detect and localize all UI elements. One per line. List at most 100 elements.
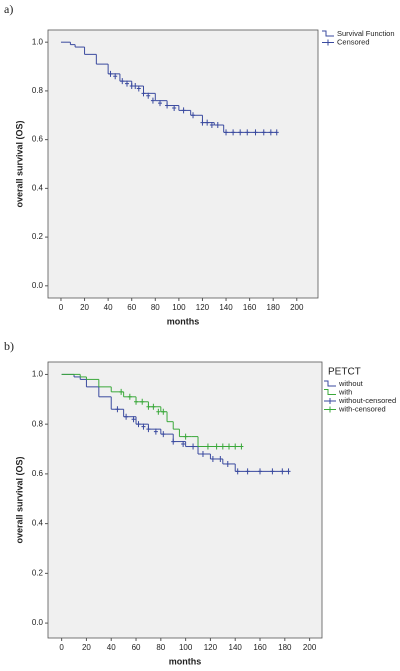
x-tick-label: 40 bbox=[107, 643, 116, 652]
legend-swatch bbox=[324, 389, 336, 395]
censor-mark bbox=[113, 73, 118, 80]
legend-label: without bbox=[338, 379, 364, 388]
x-tick-label: 200 bbox=[290, 303, 304, 312]
censor-mark bbox=[183, 433, 188, 440]
y-tick-label: 0.4 bbox=[32, 519, 44, 528]
censor-mark bbox=[181, 107, 186, 114]
y-tick-label: 0.4 bbox=[32, 183, 44, 192]
x-tick-label: 200 bbox=[303, 643, 317, 652]
y-tick-label: 0.0 bbox=[32, 281, 44, 290]
legend-label: without-censored bbox=[338, 396, 396, 405]
censor-mark bbox=[200, 451, 205, 457]
legend-swatch bbox=[324, 398, 336, 404]
plot-area bbox=[47, 29, 319, 299]
x-tick-label: 180 bbox=[267, 303, 281, 312]
censor-mark bbox=[224, 129, 229, 136]
x-tick-label: 0 bbox=[59, 303, 64, 312]
censor-mark bbox=[129, 83, 134, 90]
censor-mark bbox=[210, 455, 215, 462]
plot-area bbox=[47, 361, 323, 639]
censor-mark bbox=[108, 70, 113, 77]
legend-title: PETCT bbox=[328, 367, 361, 378]
censor-mark bbox=[274, 129, 279, 136]
panel-label: a) bbox=[4, 2, 13, 16]
legend-swatch bbox=[324, 380, 336, 387]
censor-mark bbox=[161, 408, 166, 415]
censor-mark bbox=[253, 129, 258, 136]
censor-mark bbox=[141, 423, 146, 430]
censor-mark bbox=[146, 403, 151, 410]
y-tick-label: 1.0 bbox=[32, 37, 44, 46]
censor-mark bbox=[270, 468, 275, 475]
censor-mark bbox=[261, 129, 266, 136]
censor-mark bbox=[136, 85, 141, 92]
censor-mark bbox=[205, 443, 210, 450]
censor-mark bbox=[151, 403, 156, 410]
y-tick-label: 0.6 bbox=[32, 135, 44, 144]
censor-mark bbox=[156, 408, 161, 415]
censor-mark bbox=[227, 443, 232, 450]
censor-mark bbox=[158, 100, 163, 107]
censor-mark bbox=[134, 398, 139, 405]
censor-mark bbox=[218, 455, 223, 462]
censor-mark bbox=[171, 438, 176, 445]
censor-mark bbox=[200, 119, 205, 126]
panel-label: b) bbox=[4, 339, 14, 353]
censor-mark bbox=[238, 129, 243, 136]
censor-mark bbox=[286, 468, 291, 475]
x-tick-label: 80 bbox=[151, 303, 160, 312]
censor-mark bbox=[231, 129, 236, 136]
y-tick-label: 1.0 bbox=[32, 370, 44, 379]
y-axis-label: overall survival (OS) bbox=[14, 456, 24, 543]
censor-mark bbox=[115, 406, 120, 413]
censor-mark bbox=[150, 97, 155, 104]
y-tick-label: 0.2 bbox=[32, 568, 44, 577]
y-tick-label: 0.8 bbox=[32, 86, 44, 95]
censor-mark bbox=[220, 443, 225, 450]
legend-label: with-censored bbox=[338, 404, 386, 413]
censor-mark bbox=[191, 112, 196, 119]
x-tick-label: 140 bbox=[219, 303, 233, 312]
censor-mark bbox=[124, 80, 129, 87]
y-axis-label: overall survival (OS) bbox=[14, 120, 24, 207]
censor-mark bbox=[268, 129, 273, 136]
x-axis-label: months bbox=[167, 316, 200, 326]
censor-mark bbox=[133, 83, 138, 90]
legend-swatch bbox=[324, 406, 336, 413]
y-tick-label: 0.0 bbox=[32, 618, 44, 627]
legend-label: Survival Function bbox=[337, 29, 395, 38]
censor-mark bbox=[146, 426, 151, 433]
y-tick-label: 0.8 bbox=[32, 419, 44, 428]
censor-mark bbox=[205, 119, 210, 126]
censor-mark bbox=[181, 441, 186, 448]
censor-mark bbox=[136, 421, 141, 428]
censor-mark bbox=[127, 393, 132, 400]
censor-mark bbox=[124, 413, 129, 420]
x-tick-label: 100 bbox=[179, 643, 193, 652]
x-tick-label: 0 bbox=[59, 643, 64, 652]
x-tick-label: 20 bbox=[80, 303, 89, 312]
censor-mark bbox=[119, 388, 124, 395]
x-tick-label: 20 bbox=[82, 643, 91, 652]
x-tick-label: 160 bbox=[243, 303, 257, 312]
x-axis-label: months bbox=[169, 656, 202, 666]
censor-mark bbox=[245, 129, 250, 136]
legend-label: Censored bbox=[337, 37, 370, 46]
censor-mark bbox=[141, 90, 146, 97]
censor-mark bbox=[161, 431, 166, 438]
censor-mark bbox=[215, 122, 220, 129]
x-tick-label: 80 bbox=[156, 643, 165, 652]
legend-swatch bbox=[322, 30, 334, 37]
censor-mark bbox=[209, 122, 214, 129]
censor-mark bbox=[235, 468, 240, 475]
legend-swatch bbox=[322, 39, 334, 46]
x-tick-label: 160 bbox=[253, 643, 267, 652]
censor-mark bbox=[153, 428, 158, 435]
censor-mark bbox=[225, 460, 230, 467]
x-tick-label: 140 bbox=[229, 643, 243, 652]
y-tick-label: 0.2 bbox=[32, 232, 44, 241]
censor-mark bbox=[172, 104, 177, 111]
x-tick-label: 40 bbox=[104, 303, 113, 312]
x-tick-label: 60 bbox=[127, 303, 136, 312]
censor-mark bbox=[258, 468, 263, 475]
